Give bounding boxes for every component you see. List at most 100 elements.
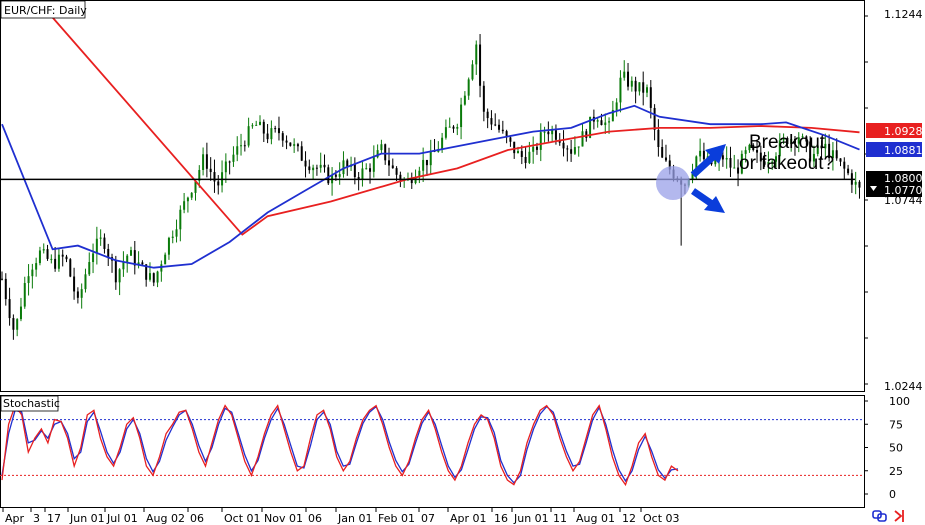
candle xyxy=(577,146,580,157)
candle xyxy=(338,162,341,185)
candle xyxy=(547,121,550,142)
candle xyxy=(566,145,569,162)
candle xyxy=(627,62,630,91)
candle xyxy=(31,263,34,289)
candle xyxy=(8,287,11,326)
candle xyxy=(725,146,728,169)
candle xyxy=(217,175,220,195)
candle xyxy=(786,136,789,147)
candle xyxy=(524,146,527,169)
x-tick-label: Jul 01 xyxy=(106,512,138,525)
candle xyxy=(262,119,265,143)
candle xyxy=(615,98,618,117)
candle xyxy=(247,117,250,148)
candle xyxy=(84,268,87,293)
candle xyxy=(167,236,170,260)
candle xyxy=(380,139,383,154)
candle xyxy=(171,230,174,244)
candle xyxy=(835,138,838,161)
stoch-k-line xyxy=(1,404,679,487)
candle xyxy=(312,164,315,180)
candle xyxy=(847,164,850,176)
candle xyxy=(475,40,478,75)
main-panel-frame xyxy=(0,0,865,392)
x-tick-label: Nov 01 xyxy=(264,512,303,525)
candle xyxy=(828,134,831,162)
arrow-right-icon[interactable] xyxy=(894,510,904,522)
candle xyxy=(642,71,645,106)
candle xyxy=(744,146,747,163)
price-tag-ma-fast-label: 1.0881 xyxy=(884,144,923,157)
candle xyxy=(479,34,482,98)
candle xyxy=(581,122,584,147)
candle xyxy=(198,165,201,188)
main-axis-ticks xyxy=(864,15,868,385)
candle xyxy=(190,192,193,201)
up-arrow-icon xyxy=(690,144,726,178)
price-tag-ma-slow-label: 1.0928 xyxy=(884,125,923,138)
candle xyxy=(854,171,857,195)
candle xyxy=(156,270,159,288)
candle xyxy=(342,151,345,178)
y-tick-top: 1.1244 xyxy=(884,8,923,21)
stochastic-panel-frame xyxy=(0,395,865,508)
candle xyxy=(152,272,155,287)
candle xyxy=(213,159,216,193)
candle xyxy=(790,135,793,152)
candle xyxy=(448,117,451,128)
stoch-title: Stochastic xyxy=(3,397,60,410)
candle xyxy=(463,91,466,106)
candle xyxy=(122,251,125,277)
candle xyxy=(816,143,819,157)
candle xyxy=(395,166,398,182)
candle xyxy=(767,151,770,174)
candle xyxy=(114,255,117,290)
candle xyxy=(372,145,375,178)
ma-fast-line xyxy=(1,104,860,269)
candle xyxy=(801,133,804,140)
candle xyxy=(323,154,326,173)
candle xyxy=(623,60,626,81)
x-tick-label: Jun 01 xyxy=(69,512,105,525)
candle xyxy=(179,205,182,242)
x-tick-label: 12 xyxy=(622,512,636,525)
link-icon[interactable] xyxy=(872,510,887,522)
candle xyxy=(35,257,38,277)
candle xyxy=(145,264,148,287)
candle xyxy=(209,157,212,181)
candle xyxy=(118,268,121,296)
candle xyxy=(80,283,83,309)
candle xyxy=(551,125,554,143)
candle xyxy=(236,136,239,162)
stoch-y-tick-label: 0 xyxy=(889,488,896,501)
candle xyxy=(175,219,178,243)
candle xyxy=(634,76,637,104)
candle xyxy=(756,139,759,163)
candle xyxy=(202,147,205,176)
x-tick-label: Apr 01 xyxy=(450,512,487,525)
annotation-line2: or fakeout? xyxy=(739,153,834,174)
candle xyxy=(46,244,49,261)
candle xyxy=(141,260,144,265)
candle xyxy=(539,123,542,162)
candle xyxy=(604,113,607,134)
candle xyxy=(50,254,53,264)
candle xyxy=(57,248,60,272)
candle xyxy=(831,142,834,171)
candle xyxy=(452,125,455,133)
price-tag-support: 1.0800 1.0770 xyxy=(866,171,923,197)
candle xyxy=(251,123,254,129)
candle xyxy=(19,297,22,322)
x-tick-label: Apr xyxy=(5,512,25,525)
candle xyxy=(194,180,197,201)
candle xyxy=(456,123,459,136)
candle xyxy=(782,133,785,145)
down-arrow-icon xyxy=(691,188,725,213)
candle xyxy=(467,77,470,100)
x-tick-label: Aug 02 xyxy=(146,512,185,525)
candle xyxy=(88,252,91,277)
candle xyxy=(482,81,485,122)
candle xyxy=(319,152,322,173)
x-tick-label: Feb 01 xyxy=(378,512,415,525)
candle xyxy=(460,97,463,140)
